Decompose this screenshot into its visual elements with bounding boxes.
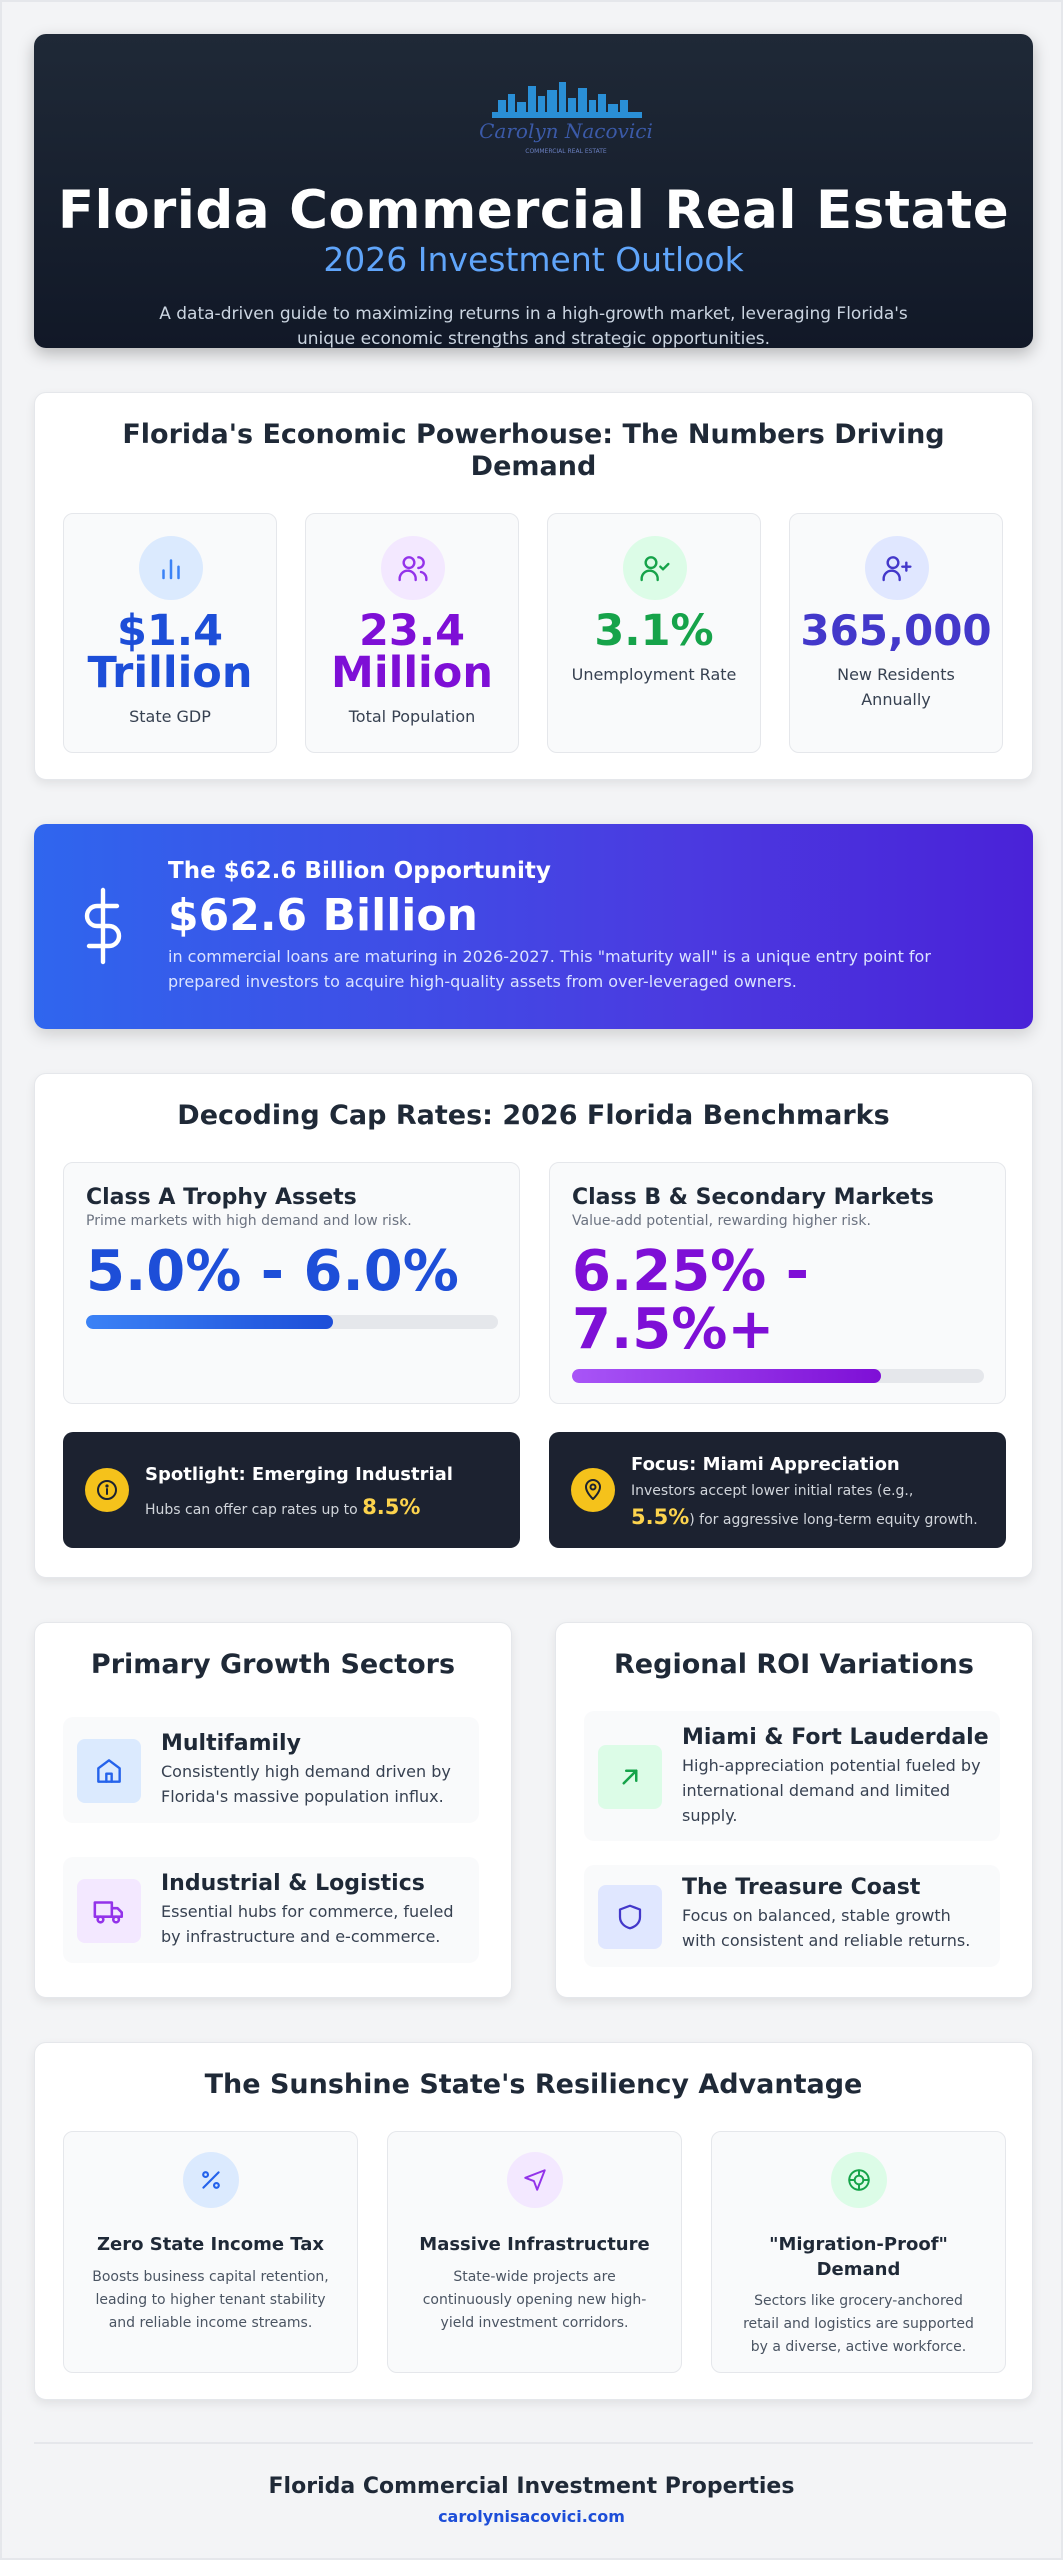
logo-script-text: Carolyn Nacovici (479, 119, 653, 143)
navigation-icon (507, 2152, 563, 2208)
resiliency-item-text: Boosts business capital retention, leadi… (92, 2269, 329, 2331)
class-b-bar-fill (572, 1369, 881, 1383)
focus-title: Focus: Miami Appreciation (631, 1454, 900, 1475)
sector-title: Multifamily (161, 1731, 301, 1756)
arrow-up-right-icon (598, 1745, 662, 1809)
home-icon (77, 1739, 141, 1803)
resiliency-tax: Zero State Income Tax Boosts business ca… (63, 2131, 358, 2373)
sectors-title: Primary Growth Sectors (90, 1649, 456, 1680)
economy-section: Florida's Economic Powerhouse: The Numbe… (34, 392, 1033, 780)
stat-value-line1: $1.4 (116, 606, 224, 656)
region-treasure-coast: The Treasure Coast Focus on balanced, st… (584, 1865, 1000, 1967)
user-check-icon (623, 536, 687, 600)
focus-body-after: ) for aggressive long-term equity growth… (689, 1512, 978, 1528)
region-title: Miami & Fort Lauderdale (682, 1725, 989, 1750)
spotlight-text: Hubs can offer cap rates up to 8.5% (145, 1494, 505, 1523)
dollar-icon (78, 886, 128, 966)
resiliency-item-title: "Migration-Proof" Demand (769, 2234, 948, 2280)
focus-text: Investors accept lower initial rates (e.… (631, 1478, 996, 1533)
class-b-card: Class B & Secondary Markets Value-add po… (549, 1162, 1006, 1404)
resiliency-item-title: Zero State Income Tax (96, 2234, 325, 2255)
class-b-range: 6.25% - 7.5%+ (572, 1243, 809, 1359)
focus-card: Focus: Miami Appreciation Investors acce… (549, 1432, 1006, 1548)
stat-label: Unemployment Rate (571, 665, 737, 684)
region-text: High-appreciation potential fueled by in… (682, 1756, 981, 1825)
class-a-subtitle: Prime markets with high demand and low r… (86, 1213, 412, 1229)
stat-label: Total Population (348, 707, 476, 726)
opportunity-banner: The $62.6 Billion Opportunity $62.6 Bill… (34, 824, 1033, 1029)
resiliency-demand: "Migration-Proof" Demand Sectors like gr… (711, 2131, 1006, 2373)
shield-icon (598, 1885, 662, 1949)
focus-body-before: Investors accept lower initial rates (e.… (631, 1483, 914, 1499)
footer-website-link[interactable]: carolynisacovici.com (438, 2507, 625, 2526)
class-b-title: Class B & Secondary Markets (572, 1185, 934, 1210)
sector-industrial: Industrial & Logistics Essential hubs fo… (63, 1857, 479, 1963)
stat-new-residents: 365,000 New Residents Annually (789, 513, 1003, 753)
resiliency-section: The Sunshine State's Resiliency Advantag… (34, 2042, 1033, 2400)
users-icon (381, 536, 445, 600)
opportunity-description: in commercial loans are maturing in 2026… (168, 947, 931, 991)
spotlight-body: Hubs can offer cap rates up to (145, 1502, 358, 1518)
page-title: Florida Commercial Real Estate (57, 180, 1010, 241)
logo-tagline: COMMERCIAL REAL ESTATE (525, 148, 607, 155)
truck-icon (77, 1879, 141, 1943)
spotlight-card: Spotlight: Emerging Industrial Hubs can … (63, 1432, 520, 1548)
regional-title: Regional ROI Variations (614, 1649, 974, 1680)
class-b-subtitle: Value-add potential, rewarding higher ri… (572, 1213, 871, 1229)
region-text: Focus on balanced, stable growth with co… (682, 1906, 971, 1950)
class-b-bar (572, 1369, 984, 1383)
economy-title: Florida's Economic Powerhouse: The Numbe… (122, 419, 945, 482)
info-icon (85, 1468, 129, 1512)
resiliency-title: The Sunshine State's Resiliency Advantag… (204, 2069, 863, 2100)
percent-icon (183, 2152, 239, 2208)
footer-divider (34, 2442, 1033, 2444)
opportunity-amount: $62.6 Billion (168, 890, 478, 941)
stat-population: 23.4 Million Total Population (305, 513, 519, 753)
spotlight-highlight: 8.5% (362, 1495, 421, 1519)
hero-banner: Carolyn Nacovici COMMERCIAL REAL ESTATE … (34, 34, 1033, 349)
resiliency-item-title: Massive Infrastructure (419, 2234, 650, 2255)
user-plus-icon (865, 536, 929, 600)
stat-label: State GDP (129, 707, 211, 726)
cap-rates-title: Decoding Cap Rates: 2026 Florida Benchma… (177, 1100, 890, 1131)
focus-highlight: 5.5% (631, 1505, 690, 1529)
stat-unemployment: 3.1% Unemployment Rate (547, 513, 761, 753)
sector-title: Industrial & Logistics (161, 1871, 425, 1896)
bar-chart-icon (139, 536, 203, 600)
stat-value-line1: 3.1% (594, 606, 714, 656)
hero-description: A data-driven guide to maximizing return… (159, 304, 908, 349)
stat-value-line1: 365,000 (800, 606, 992, 655)
resiliency-infrastructure: Massive Infrastructure State-wide projec… (387, 2131, 682, 2373)
class-b-range-line1: 6.25% - (572, 1239, 810, 1304)
sector-text: Essential hubs for commerce, fueled by i… (161, 1902, 454, 1946)
stat-value-line1: 23.4 (358, 606, 466, 656)
stat-label: New Residents Annually (837, 665, 955, 709)
resiliency-item-text: Sectors like grocery-anchored retail and… (743, 2293, 974, 2355)
regional-section: Regional ROI Variations Miami & Fort Lau… (555, 1622, 1033, 1998)
page-subtitle: 2026 Investment Outlook (323, 240, 744, 279)
resiliency-item-text: State-wide projects are continuously ope… (422, 2269, 647, 2331)
skyline-logo: Carolyn Nacovici COMMERCIAL REAL ESTATE (479, 82, 653, 155)
region-miami: Miami & Fort Lauderdale High-appreciatio… (584, 1711, 1000, 1841)
stat-value-line2: Million (331, 648, 493, 698)
class-a-bar (86, 1315, 498, 1329)
sector-text: Consistently high demand driven by Flori… (161, 1762, 451, 1806)
map-pin-icon (571, 1468, 615, 1512)
cap-rates-section: Decoding Cap Rates: 2026 Florida Benchma… (34, 1073, 1033, 1578)
sector-multifamily: Multifamily Consistently high demand dri… (63, 1717, 479, 1823)
class-a-card: Class A Trophy Assets Prime markets with… (63, 1162, 520, 1404)
sectors-section: Primary Growth Sectors Multifamily Consi… (34, 1622, 512, 1998)
stat-value-line2: Trillion (87, 648, 253, 698)
class-b-range-line2: 7.5%+ (572, 1297, 775, 1362)
footer-title: Florida Commercial Investment Properties (268, 2474, 795, 2499)
class-a-title: Class A Trophy Assets (86, 1185, 357, 1210)
opportunity-kicker: The $62.6 Billion Opportunity (168, 858, 551, 884)
class-a-range: 5.0% - 6.0% (86, 1239, 459, 1304)
region-title: The Treasure Coast (682, 1875, 921, 1900)
spotlight-title: Spotlight: Emerging Industrial (145, 1464, 453, 1485)
class-a-bar-fill (86, 1315, 334, 1329)
lifebuoy-icon (831, 2152, 887, 2208)
stat-gdp: $1.4 Trillion State GDP (63, 513, 277, 753)
